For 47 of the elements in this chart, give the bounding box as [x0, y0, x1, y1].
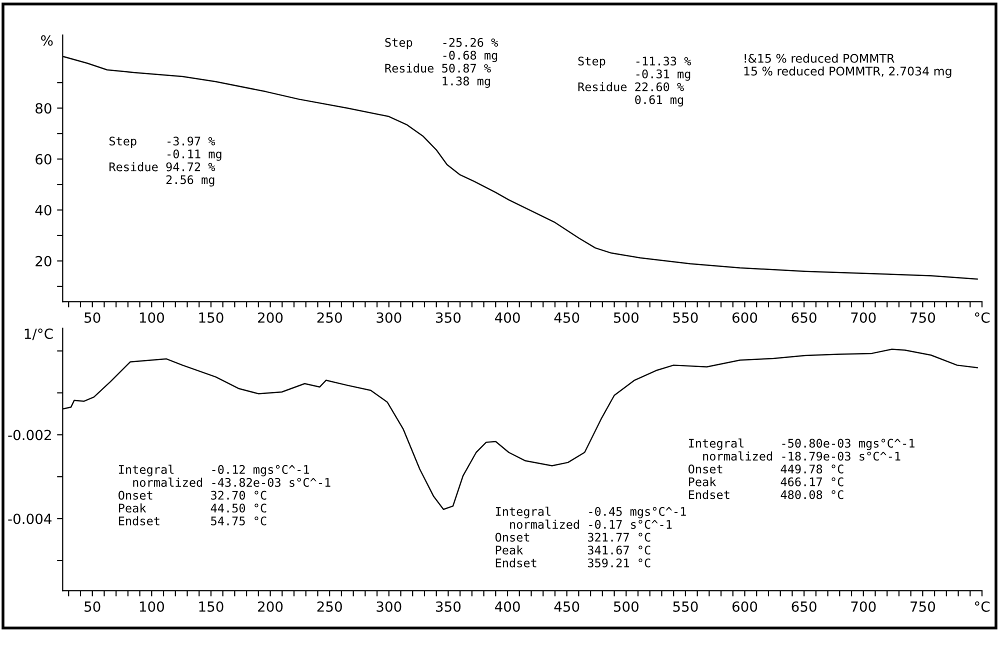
- x-tick-label: °C: [975, 312, 990, 323]
- x-tick-label: 250: [317, 601, 342, 612]
- annotation: Integral -50.80e-03 mgs°C^-1 normalized -18.79e-03 s°C^-1 Onset 449.78 °C Peak 466.17 °C Endset 480.08 °C: [688, 438, 914, 500]
- x-tick-label: 700: [851, 601, 876, 612]
- y-tick-label: -0.004: [8, 514, 52, 524]
- x-tick-label: 100: [140, 601, 164, 612]
- x-tick-label: 200: [258, 601, 283, 612]
- x-tick-label: 650: [792, 601, 816, 612]
- x-tick-label: 500: [614, 312, 638, 323]
- y-tick-label: 20: [36, 256, 52, 266]
- annotation: Step -11.33 % -0.31 mg Residue 22.60 % 0.61 mg: [578, 56, 692, 107]
- x-tick-label: 650: [792, 312, 816, 323]
- y-tick-label: 40: [35, 204, 52, 216]
- x-tick-label: 350: [436, 312, 461, 323]
- x-tick-label: 450: [554, 601, 580, 612]
- x-tick-label: 750: [910, 312, 936, 323]
- x-tick-label: 550: [673, 312, 698, 323]
- annotation: Integral -0.45 mgs°C^-1 normalized -0.17 s°C^-1 Onset 321.77 °C Peak 341.67 °C Endset 359.21 °C: [495, 506, 686, 568]
- x-tick-label: 550: [673, 601, 698, 612]
- x-tick-label: 350: [436, 601, 461, 612]
- x-tick-label: 600: [732, 312, 758, 323]
- y-tick-label: 60: [36, 154, 52, 165]
- x-tick-label: 450: [554, 312, 580, 323]
- x-tick-label: 150: [199, 312, 224, 323]
- x-tick-label: 500: [614, 601, 638, 612]
- y-tick-label: -0.002: [8, 430, 51, 440]
- x-tick-label: 300: [376, 601, 402, 612]
- x-tick-label: 50: [84, 601, 100, 612]
- x-tick-label: 200: [258, 312, 283, 323]
- x-tick-label: 750: [910, 601, 936, 612]
- x-tick-label: 250: [317, 312, 342, 323]
- annotation: Step -3.97 % -0.11 mg Residue 94.72 % 2.56 mg: [109, 136, 222, 187]
- y-axis-title: 1/°C: [24, 328, 53, 340]
- x-tick-label: 400: [494, 312, 520, 323]
- x-tick-label: 50: [84, 312, 100, 323]
- x-tick-label: 300: [376, 312, 402, 323]
- y-tick-label: 80: [36, 103, 52, 114]
- x-tick-label: 700: [851, 312, 876, 323]
- y-axis-title: %: [41, 35, 53, 46]
- x-tick-label: 400: [494, 601, 520, 612]
- x-tick-label: °C: [975, 601, 990, 612]
- annotation: Step -25.26 % -0.68 mg Residue 50.87 % 1.38 mg: [385, 38, 498, 88]
- annotation: Integral -0.12 mgs°C^-1 normalized -43.82e-03 s°C^-1 Onset 32.70 °C Peak 44.50 °C Endset 54.75 °C: [118, 464, 330, 526]
- x-tick-label: 150: [199, 601, 224, 612]
- x-tick-label: 600: [732, 601, 758, 612]
- annotation: !&15 % reduced POMMTR 15 % reduced POMMTR, 2.7034 mg: [744, 54, 952, 78]
- x-tick-label: 100: [140, 312, 164, 323]
